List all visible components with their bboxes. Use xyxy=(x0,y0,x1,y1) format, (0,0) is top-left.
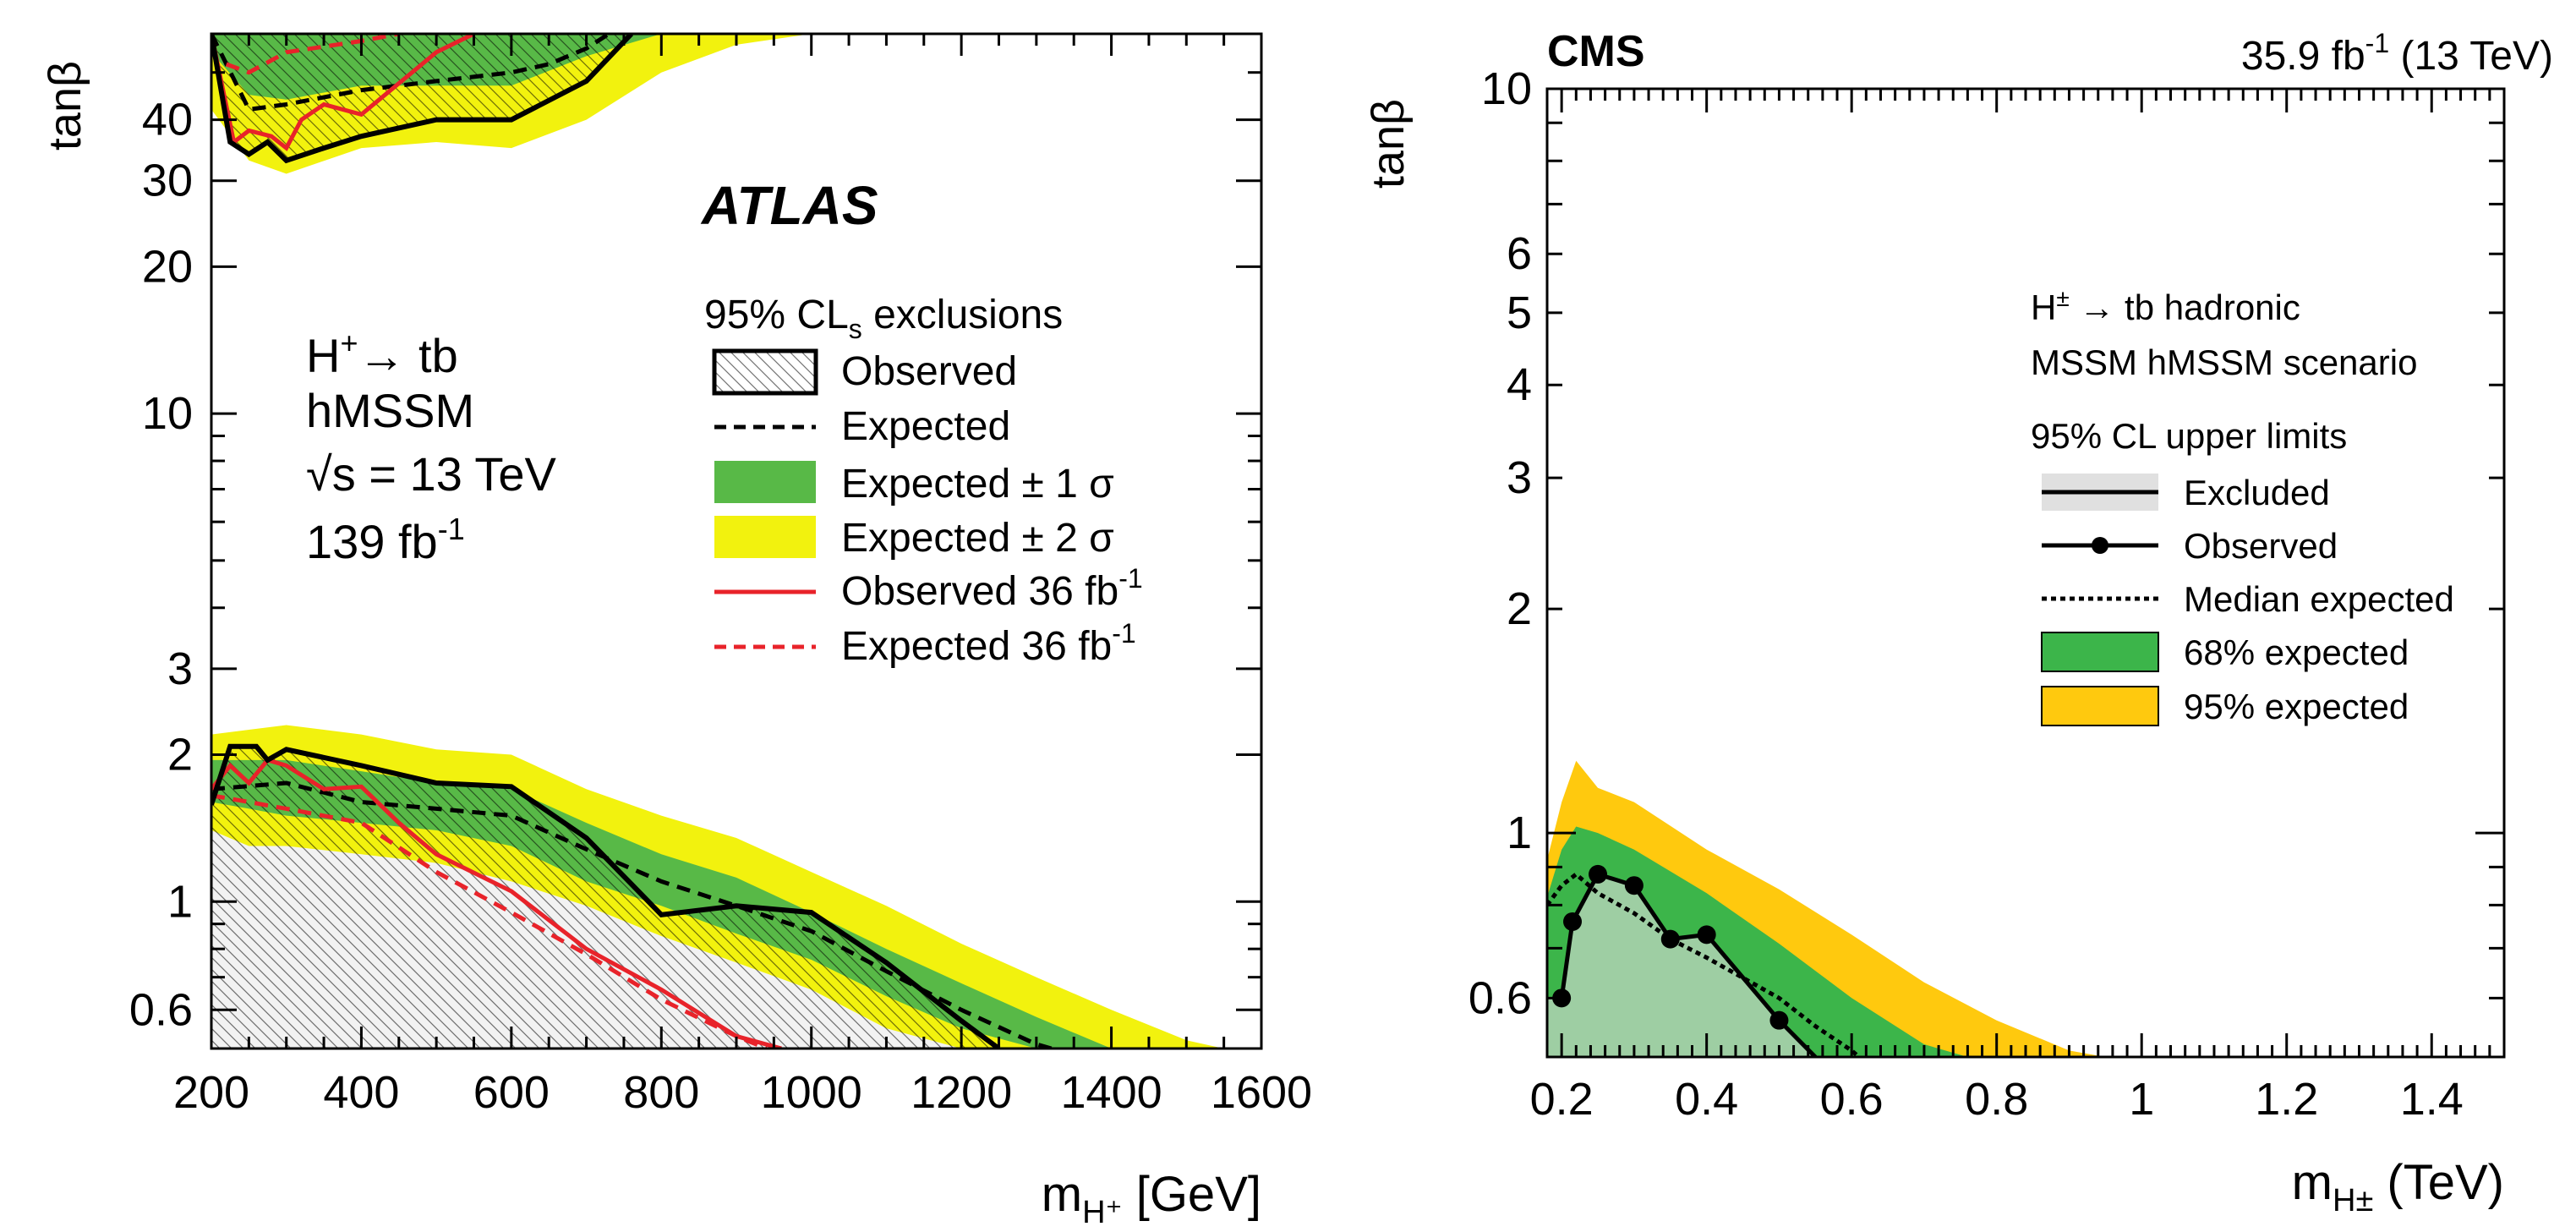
cms-legend-95-swatch xyxy=(2041,686,2159,726)
atlas-y-tick-label: 0.6 xyxy=(129,984,193,1035)
atlas-panel: 200 400 600 800 1000 1200 1400 1600 0.6 1 2 3 10 20 3… xyxy=(40,32,1312,1230)
cms-x-tick-label: 1 xyxy=(2129,1074,2154,1125)
cms-observed-point xyxy=(1660,929,1680,949)
atlas-y-tick-label: 1 xyxy=(167,876,193,927)
atlas-high-observed-line xyxy=(211,34,633,164)
atlas-low-expected36-line xyxy=(211,793,768,1049)
atlas-legend-expected-label: Expected xyxy=(841,404,1010,449)
cms-x-axis-label: mH± (TeV) xyxy=(2292,1155,2504,1218)
cms-x-tick-label: 1.2 xyxy=(2255,1074,2318,1125)
cms-y-tick-label: 6 xyxy=(1507,228,1532,279)
cms-y-tick-label: 10 xyxy=(1481,63,1532,114)
atlas-low-expected-line xyxy=(211,780,1053,1049)
cms-excluded-region xyxy=(1547,873,1816,1057)
atlas-process-line-4: 139 fb-1 xyxy=(306,512,465,568)
cms-y-ticks: 0.6 1 2 3 4 5 6 10 xyxy=(1468,63,2504,1059)
cms-legend: 95% CL upper limits Excluded Observed Me… xyxy=(2031,416,2454,726)
atlas-y-tick-label: 3 xyxy=(167,643,193,694)
cms-observed-point xyxy=(1697,925,1716,945)
cms-experiment-label: CMS xyxy=(1547,27,1645,76)
atlas-legend-1sigma-label: Expected ± 1 σ xyxy=(841,462,1114,506)
cms-x-tick-label: 0.4 xyxy=(1675,1074,1738,1125)
cms-legend-68-label: 68% expected xyxy=(2184,632,2409,672)
cms-legend-observed-label: Observed xyxy=(2184,526,2338,566)
cms-y-tick-label: 5 xyxy=(1507,287,1532,338)
atlas-legend-observed-label: Observed xyxy=(841,349,1017,394)
atlas-x-tick-label: 1400 xyxy=(1061,1067,1162,1118)
cms-panel: 0.2 0.4 0.6 0.8 1 1.2 1.4 0.6 1 2 3 4 5 6 10 CMS 35.9… xyxy=(1363,27,2553,1218)
atlas-high-expected36-line xyxy=(225,34,400,75)
atlas-experiment-label: ATLAS xyxy=(700,175,878,236)
atlas-legend-observed36-label: Observed 36 fb-1 xyxy=(841,563,1143,614)
cms-legend-excluded-label: Excluded xyxy=(2184,473,2330,512)
atlas-y-ticks: 0.6 1 2 3 10 20 30 40 xyxy=(129,32,1261,1050)
atlas-x-tick-label: 400 xyxy=(323,1067,399,1118)
atlas-legend-2sigma-swatch xyxy=(714,516,816,558)
cms-observed-points xyxy=(1552,864,1789,1030)
atlas-high-region xyxy=(211,34,812,174)
cms-x-tick-label: 0.6 xyxy=(1820,1074,1884,1125)
cms-x-tick-label: 1.4 xyxy=(2400,1074,2464,1125)
atlas-y-tick-label: 2 xyxy=(167,730,193,780)
atlas-y-axis-label: tanβ xyxy=(40,61,90,151)
atlas-process-line-2: hMSSM xyxy=(306,384,474,437)
cms-y-tick-label: 3 xyxy=(1507,452,1532,503)
cms-observed-point xyxy=(1552,988,1572,1008)
cms-y-tick-label: 1 xyxy=(1507,808,1532,858)
atlas-y-tick-label: 10 xyxy=(142,388,193,439)
cms-bands xyxy=(1547,760,2106,1057)
atlas-y-tick-label: 40 xyxy=(142,95,193,145)
cms-observed-point xyxy=(1769,1010,1789,1030)
cms-legend-median-label: Median expected xyxy=(2184,579,2454,619)
atlas-x-ticks: 200 400 600 800 1000 1200 1400 1600 xyxy=(173,34,1312,1118)
cms-observed-point xyxy=(1589,864,1608,884)
cms-process-line-1: H± → tb hadronic xyxy=(2031,285,2300,327)
atlas-x-tick-label: 800 xyxy=(623,1067,699,1118)
atlas-legend-2sigma-label: Expected ± 2 σ xyxy=(841,516,1114,561)
atlas-process-line-1: H+→ tb xyxy=(306,326,458,382)
atlas-x-tick-label: 1000 xyxy=(761,1067,862,1118)
atlas-low-observed36-line xyxy=(211,758,782,1049)
atlas-legend-expected36-label: Expected 36 fb-1 xyxy=(841,618,1136,669)
cms-observed-point xyxy=(1624,876,1643,895)
atlas-low-observed-line xyxy=(211,743,1001,1049)
atlas-low-excluded-hatch xyxy=(211,746,999,1049)
cms-y-tick-label: 0.6 xyxy=(1468,972,1532,1023)
atlas-y-tick-label: 30 xyxy=(142,156,193,206)
cms-legend-95-label: 95% expected xyxy=(2184,687,2409,726)
atlas-legend-1sigma-swatch xyxy=(714,461,816,503)
cms-legend-68-swatch xyxy=(2041,632,2159,672)
cms-x-ticks: 0.2 0.4 0.6 0.8 1 1.2 1.4 xyxy=(1530,89,2506,1125)
atlas-high-excluded-hatch xyxy=(211,34,632,161)
cms-y-tick-label: 4 xyxy=(1507,359,1532,410)
atlas-process-line-3: √s = 13 TeV xyxy=(306,447,557,501)
cms-observed-point xyxy=(1563,912,1583,931)
atlas-high-observed36-line xyxy=(211,34,475,151)
cms-y-tick-label: 2 xyxy=(1507,583,1532,634)
cms-lumi-label: 35.9 fb-1 (13 TeV) xyxy=(2241,28,2553,79)
cms-legend-observed-marker xyxy=(2092,537,2108,554)
atlas-x-axis-label: mH⁺ [GeV] xyxy=(1042,1167,1261,1230)
cms-x-tick-label: 0.8 xyxy=(1965,1074,2028,1125)
cms-legend-title: 95% CL upper limits xyxy=(2031,416,2347,456)
cms-process-line-2: MSSM hMSSM scenario xyxy=(2031,342,2417,382)
atlas-low-region xyxy=(211,725,1224,1049)
cms-x-tick-label: 0.2 xyxy=(1530,1074,1594,1125)
cms-y-axis-label: tanβ xyxy=(1363,99,1414,189)
atlas-high-expected-line xyxy=(211,34,610,112)
atlas-legend: 95% CLs exclusions Observed Expected Exp… xyxy=(704,293,1143,669)
atlas-x-tick-label: 200 xyxy=(173,1067,249,1118)
atlas-x-tick-label: 1600 xyxy=(1211,1067,1312,1118)
atlas-x-tick-label: 1200 xyxy=(911,1067,1012,1118)
atlas-legend-observed-swatch xyxy=(712,348,818,396)
atlas-legend-title: 95% CLs exclusions xyxy=(704,293,1063,344)
atlas-x-tick-label: 600 xyxy=(473,1067,550,1118)
atlas-y-tick-label: 20 xyxy=(142,241,193,292)
